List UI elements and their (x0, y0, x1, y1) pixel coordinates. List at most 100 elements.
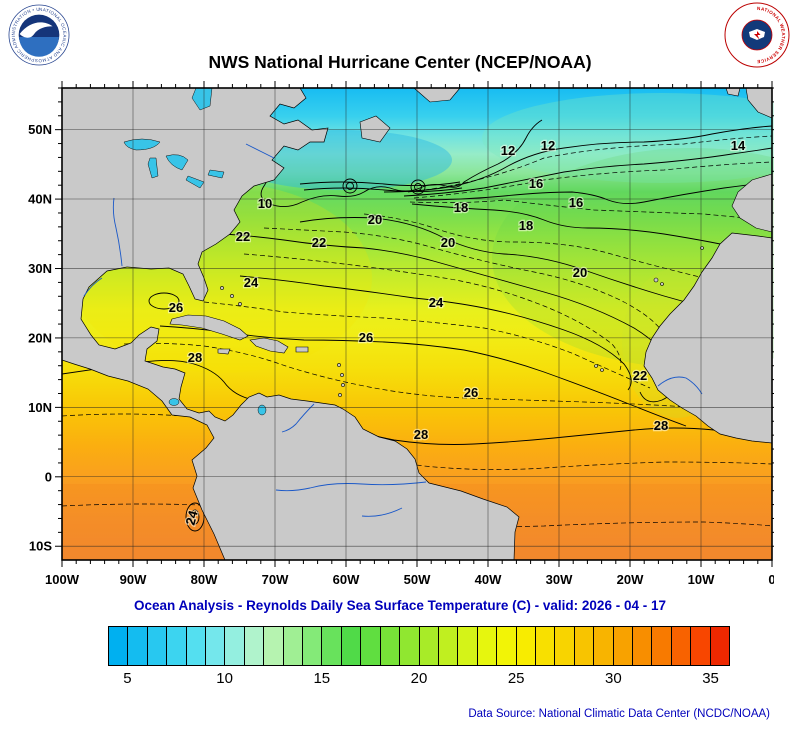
contour-label: 10 (258, 196, 272, 211)
colorbar-tick-label: 25 (507, 670, 525, 687)
noaa-seagull-icon (19, 22, 53, 38)
colorbar-segment (341, 627, 362, 665)
noaa-ocean (19, 36, 59, 57)
lesser-antilles-island (338, 393, 342, 397)
canary-island (653, 277, 659, 283)
land-puerto-rico (295, 346, 309, 353)
rio-grande (83, 277, 103, 297)
colorbar-segment (710, 627, 729, 665)
colorbar-tick-labels: 5 10 15 20 25 30 35 (108, 670, 730, 696)
cape-verde-island (594, 364, 598, 368)
y-axis-label: 10N (28, 400, 52, 415)
nws-logo-svg: NATIONAL WEATHER SERVICE (724, 2, 790, 68)
x-axis-label: 80W (191, 572, 218, 587)
nws-bolt-icon (754, 31, 761, 40)
map-area: 10 12 12 14 16 16 18 18 20 20 20 22 22 22 24 24 26 26 26 28… (61, 87, 774, 561)
lake-maracaibo (257, 404, 267, 416)
colorbar-segments (108, 626, 730, 666)
canary-island (660, 282, 664, 286)
mississippi-river (112, 197, 123, 267)
gulf-loop-ring (148, 292, 180, 310)
x-axis-label: 40W (475, 572, 502, 587)
colorbar-tick-label: 30 (605, 670, 622, 687)
isotherm-21-dashed (263, 227, 665, 335)
colorbar-segment (264, 627, 284, 665)
x-axis-label: 0 (768, 572, 774, 587)
y-axis-label: 0 (45, 469, 52, 484)
warm-eddy-ring (410, 179, 426, 195)
contour-label: 24 (244, 275, 259, 290)
land-iberia (731, 173, 773, 233)
isotherm-14 (403, 147, 773, 197)
warm-eddy-ring (346, 182, 354, 190)
contour-label: 24 (183, 508, 201, 527)
isotherm-17-dashed (409, 199, 773, 221)
colorbar-segment (186, 627, 207, 665)
isotherm-25-dashed (203, 301, 651, 389)
x-axis-label: 60W (333, 572, 360, 587)
colorbar-segment (594, 627, 614, 665)
colorbar-segment (167, 627, 187, 665)
orinoco-river (281, 403, 315, 433)
y-axis-label: 20N (28, 330, 52, 345)
colorbar-segment (147, 627, 168, 665)
y-axis-label: 50N (28, 122, 52, 137)
colorbar-tick-label: 35 (702, 670, 719, 687)
nws-logo: NATIONAL WEATHER SERVICE (724, 2, 790, 73)
isotherm-24 (239, 275, 632, 391)
isotherm-16 (415, 181, 773, 205)
contour-label: 18 (454, 200, 468, 215)
contour-label: 12 (541, 138, 555, 153)
colorbar-segment (283, 627, 304, 665)
isotherm-12 (383, 125, 773, 193)
colorbar-segment (225, 627, 245, 665)
sst-map: 10 12 12 14 16 16 18 18 20 20 20 22 22 22 24 24 26 26 26 28… (28, 81, 774, 587)
colorbar-segment (361, 627, 381, 665)
niger-river (657, 376, 703, 395)
colorbar-segment (691, 627, 711, 665)
amazon-river (275, 481, 427, 492)
contour-label: 16 (569, 195, 583, 210)
colorbar-tick-label: 20 (410, 670, 428, 687)
colorbar-segment (419, 627, 439, 665)
contour-label: 16 (529, 176, 543, 191)
y-axis-labels: 50N 40N 30N 20N 10N 0 10S (28, 122, 52, 554)
colorbar-segment (244, 627, 265, 665)
colorbar: 5 10 15 20 25 30 35 (108, 626, 730, 696)
colorbar-segment (322, 627, 342, 665)
st-lawrence-river (245, 143, 275, 159)
colorbar-segment (632, 627, 653, 665)
land-hispaniola (249, 337, 289, 354)
page-title: NWS National Hurricane Center (NCEP/NOAA… (208, 52, 592, 72)
land-americas (61, 87, 520, 561)
isotherm-10 (257, 119, 543, 207)
peru-upwelling-ring (190, 509, 200, 525)
lesser-antilles-island (337, 363, 341, 367)
amazon-tributary (361, 507, 403, 517)
colorbar-segment (652, 627, 672, 665)
contour-label: 22 (312, 235, 326, 250)
contour-label: 26 (464, 385, 478, 400)
data-source: Data Source: National Climatic Data Cent… (468, 708, 770, 720)
colorbar-segment (671, 627, 692, 665)
y-axis-label: 40N (28, 192, 52, 207)
lake-michigan (147, 157, 159, 179)
noaa-logo-svg: NATIONAL OCEANIC AND ATMOSPHERIC ADMINIS… (6, 0, 70, 66)
isotherm-23-dashed (243, 253, 622, 371)
y-axis-label: 30N (28, 261, 52, 276)
lake-nicaragua (168, 398, 180, 406)
contour-label: 14 (731, 138, 746, 153)
contour-label: 28 (414, 427, 428, 442)
contour-label: 22 (236, 229, 250, 244)
colorbar-segment (458, 627, 478, 665)
y-axis-label: 10S (29, 539, 52, 554)
bahamas-island (238, 302, 242, 306)
colorbar-tick-label: 5 (123, 670, 132, 687)
colorbar-segment (555, 627, 575, 665)
colorbar-segment (206, 627, 226, 665)
colorbar-tick-label: 15 (313, 670, 331, 687)
axis-ticks (55, 81, 774, 567)
x-axis-labels: 100W 90W 80W 70W 60W 50W 40W 30W 20W 10W 0 (45, 572, 774, 587)
warm-eddy-ring (342, 178, 358, 194)
colorbar-segment (477, 627, 498, 665)
